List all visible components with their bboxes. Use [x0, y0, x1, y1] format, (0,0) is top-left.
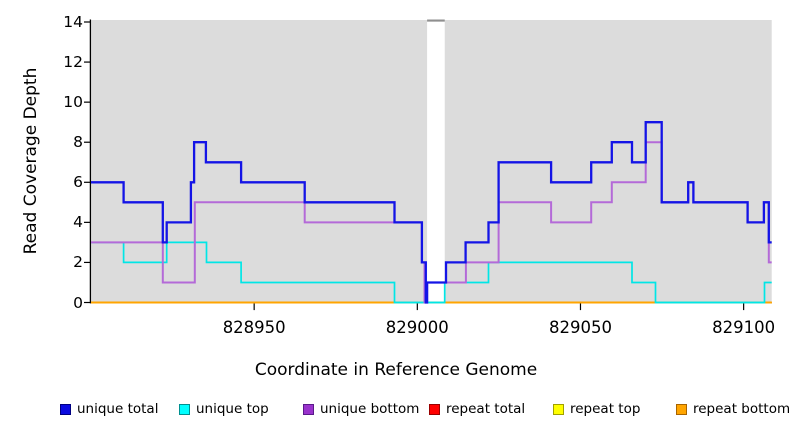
y-tick-label: 8	[73, 133, 83, 152]
legend-label: repeat top	[570, 401, 641, 417]
y-tick-label: 2	[73, 253, 83, 272]
x-axis-title: Coordinate in Reference Genome	[254, 360, 538, 380]
repeat-total-swatch-icon	[429, 403, 440, 415]
y-tick-label: 0	[73, 293, 83, 312]
no-data-gap-cap	[427, 19, 445, 22]
y-tick-label: 12	[63, 52, 83, 71]
repeat-top-swatch-icon	[553, 403, 564, 415]
legend-label: unique total	[77, 401, 159, 417]
legend-label: repeat total	[446, 401, 526, 417]
y-tick-label: 14	[63, 12, 83, 31]
unique-top-swatch-icon	[179, 403, 190, 415]
legend-item-unique-bottom: unique bottom	[303, 401, 419, 417]
legend-item-unique-total: unique total	[60, 401, 158, 417]
legend-item-repeat-top: repeat top	[553, 401, 640, 417]
series-unique-total	[91, 121, 772, 304]
y-axis-title: Read Coverage Depth	[21, 67, 41, 255]
series-unique-top	[91, 241, 772, 304]
legend-label: unique bottom	[320, 401, 420, 417]
y-tick-label: 4	[73, 213, 83, 232]
legend: unique total unique top unique bottom re…	[0, 401, 792, 421]
repeat-bottom-swatch-icon	[676, 403, 687, 415]
unique-total-swatch-icon	[60, 403, 71, 415]
no-data-gap	[427, 21, 445, 303]
unique-bottom-swatch-icon	[303, 403, 314, 415]
x-tick-label: 828950	[222, 318, 286, 337]
x-tick-label: 829050	[549, 318, 612, 337]
x-tick-label: 829000	[385, 318, 449, 337]
y-tick-label: 10	[63, 93, 83, 111]
legend-item-unique-top: unique top	[179, 401, 269, 417]
legend-label: repeat bottom	[693, 401, 791, 417]
y-tick-label: 6	[73, 173, 83, 192]
legend-item-repeat-bottom: repeat bottom	[676, 401, 790, 417]
x-tick-label: 829100	[712, 318, 776, 337]
legend-label: unique top	[196, 401, 269, 417]
legend-item-repeat-total: repeat total	[429, 401, 525, 417]
